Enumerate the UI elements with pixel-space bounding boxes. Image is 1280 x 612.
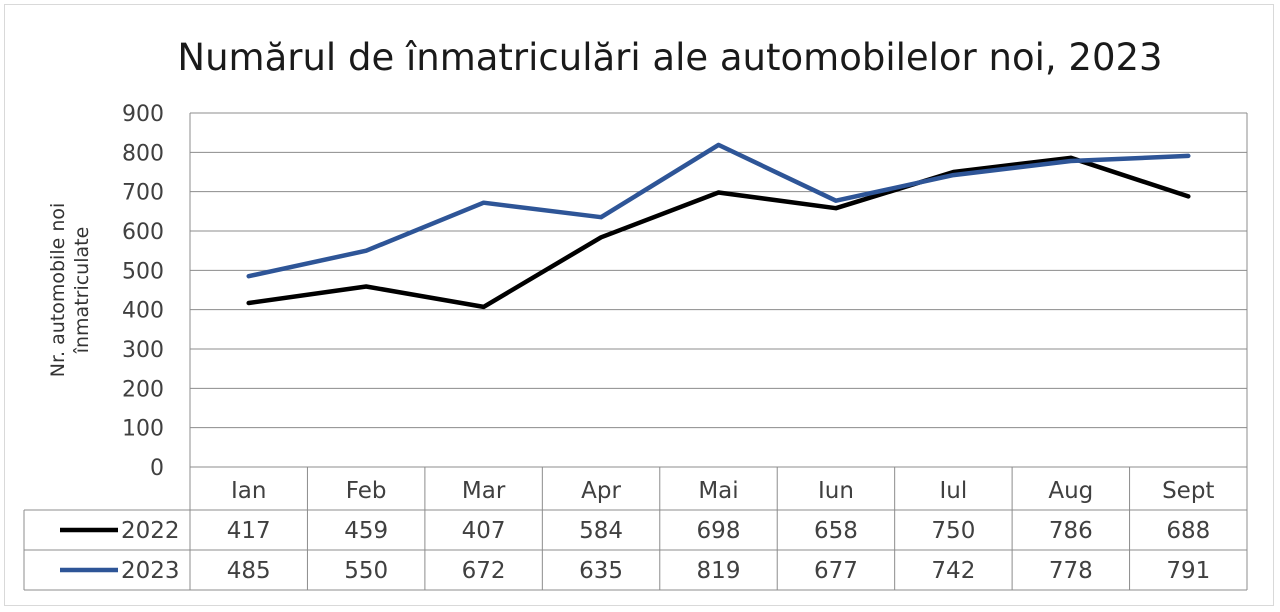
table-value-2022: 459: [344, 518, 388, 544]
table-value-2023: 672: [462, 558, 506, 584]
y-tick-label: 100: [122, 417, 164, 442]
series-line-2023: [246, 142, 1191, 279]
table-value-2023: 635: [579, 558, 623, 584]
chart-title: Numărul de înmatriculări ale automobilel…: [177, 36, 1162, 79]
table-value-2022: 584: [579, 518, 623, 544]
table-value-2023: 485: [227, 558, 271, 584]
y-tick-label: 0: [150, 456, 164, 481]
x-category-label: Mar: [462, 478, 506, 504]
x-category-label: Ian: [231, 478, 266, 504]
x-category-label: Mai: [698, 478, 738, 504]
legend-label-2022: 2022: [121, 518, 180, 544]
chart-frame: [4, 4, 1274, 606]
y-axis-ticks: 0 100 200 300 400 500 600 700 800 900: [122, 102, 164, 481]
table-value-2023: 778: [1049, 558, 1093, 584]
x-category-label: Aug: [1048, 478, 1093, 504]
table-value-2023: 742: [931, 558, 975, 584]
x-category-label: Apr: [581, 478, 621, 504]
table-value-2022: 417: [227, 518, 271, 544]
table-value-2022: 786: [1049, 518, 1093, 544]
table-value-2022: 658: [814, 518, 858, 544]
y-tick-label: 600: [122, 220, 164, 245]
y-tick-label: 300: [122, 338, 164, 363]
y-tick-label: 500: [122, 259, 164, 284]
table-value-2022: 407: [462, 518, 506, 544]
y-tick-label: 400: [122, 299, 164, 324]
table-value-2023: 791: [1166, 558, 1210, 584]
legend-label-2023: 2023: [121, 558, 180, 584]
x-category-label: Iul: [940, 478, 968, 504]
y-tick-label: 800: [122, 141, 164, 166]
y-tick-label: 900: [122, 102, 164, 127]
data-table: Ian Feb Mar Apr Mai Iun Iul Aug Sept 2022 417 459 40…: [23, 467, 1247, 591]
table-value-2022: 698: [697, 518, 741, 544]
x-category-label: Iun: [818, 478, 854, 504]
series-lines: [246, 142, 1191, 310]
x-category-label: Feb: [346, 478, 387, 504]
table-value-2023: 677: [814, 558, 858, 584]
gridlines: [189, 112, 1248, 590]
y-tick-label: 200: [122, 377, 164, 402]
y-axis-label-line-2: înmatriculate: [71, 227, 93, 355]
x-category-label: Sept: [1162, 478, 1214, 504]
table-value-2023: 819: [697, 558, 741, 584]
y-axis-label-line-1: Nr. automobile noi: [47, 203, 69, 378]
table-value-2023: 550: [344, 558, 388, 584]
series-line-2022: [246, 155, 1191, 310]
y-tick-label: 700: [122, 181, 164, 206]
table-value-2022: 750: [931, 518, 975, 544]
table-value-2022: 688: [1166, 518, 1210, 544]
